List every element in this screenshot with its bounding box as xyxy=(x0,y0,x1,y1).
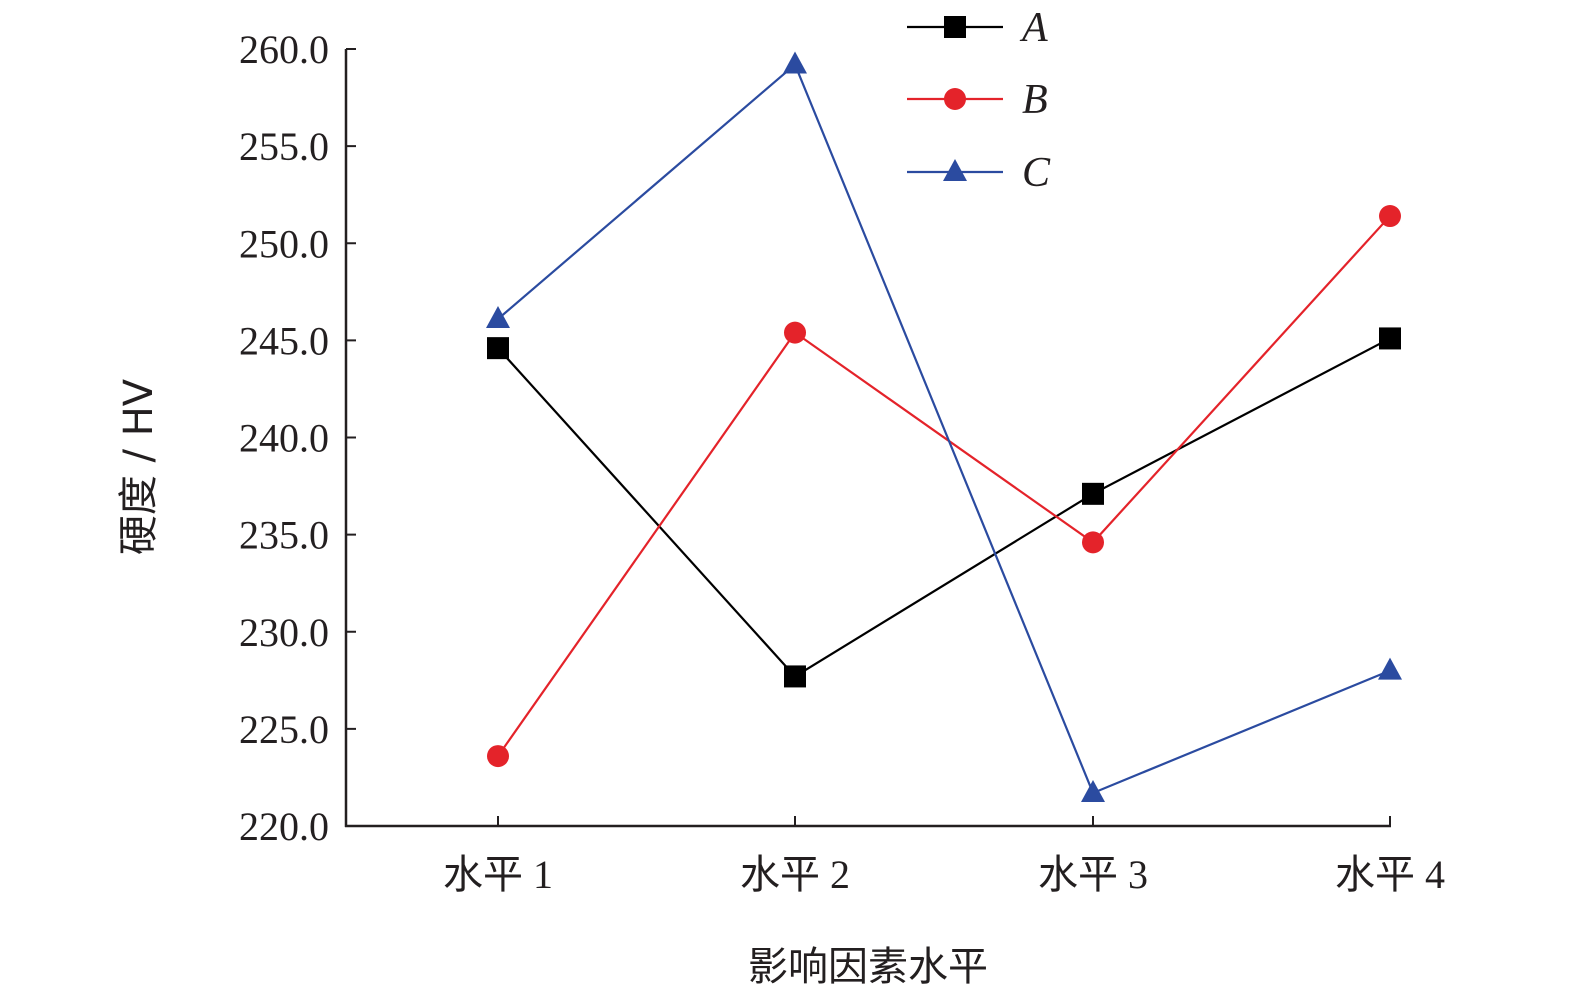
y-tick-label: 255.0 xyxy=(239,124,329,169)
legend-marker xyxy=(944,88,966,110)
data-point-B xyxy=(487,745,509,768)
y-tick-label: 225.0 xyxy=(239,707,329,752)
x-axis-title: 影响因素水平 xyxy=(748,944,988,990)
y-axis-ticks: 220.0 225.0 230.0 235.0 240.0 245.0 250.0 255.0… xyxy=(239,27,356,849)
data-point-C xyxy=(783,51,807,74)
x-tick-label: 水平 3 xyxy=(1038,852,1148,897)
y-tick-label: 235.0 xyxy=(239,513,329,558)
series-line-C xyxy=(497,62,1391,795)
legend-label: A xyxy=(1019,5,1048,51)
y-tick-label: 230.0 xyxy=(239,610,329,655)
series-line-A xyxy=(497,337,1391,678)
data-point-B xyxy=(784,321,806,344)
data-point-B xyxy=(1379,205,1401,228)
y-tick-label: 260.0 xyxy=(239,27,329,72)
legend-item-A: A xyxy=(907,5,1048,51)
x-tick-label: 水平 1 xyxy=(443,852,553,897)
data-point-C xyxy=(1081,779,1105,802)
y-tick-label: 240.0 xyxy=(239,416,329,461)
legend-label: B xyxy=(1022,77,1048,123)
data-point-C xyxy=(1378,657,1402,680)
series-line-B xyxy=(497,215,1391,757)
legend-label: C xyxy=(1022,150,1051,196)
data-point-A xyxy=(784,665,806,688)
legend-marker xyxy=(944,16,966,38)
series-C xyxy=(486,51,1402,802)
series-group xyxy=(486,51,1402,802)
series-A xyxy=(487,327,1401,688)
data-point-A xyxy=(1082,482,1104,505)
data-point-C xyxy=(486,306,510,329)
y-tick-label: 220.0 xyxy=(239,804,329,849)
axes xyxy=(344,49,1391,828)
legend: ABC xyxy=(907,5,1051,196)
legend-marker xyxy=(943,159,967,181)
x-tick-label: 水平 4 xyxy=(1335,852,1445,897)
x-tick-label: 水平 2 xyxy=(740,852,850,897)
y-axis-title: 硬度 / HV xyxy=(116,378,162,555)
data-point-A xyxy=(1379,327,1401,350)
data-point-B xyxy=(1082,531,1104,554)
data-point-A xyxy=(487,337,509,360)
legend-item-B: B xyxy=(907,77,1048,123)
series-B xyxy=(487,205,1401,768)
y-tick-label: 245.0 xyxy=(239,318,329,363)
legend-item-C: C xyxy=(907,150,1051,196)
y-tick-label: 250.0 xyxy=(239,221,329,266)
x-axis-ticks: 水平 1 水平 2 水平 3 水平 4 xyxy=(443,816,1445,897)
